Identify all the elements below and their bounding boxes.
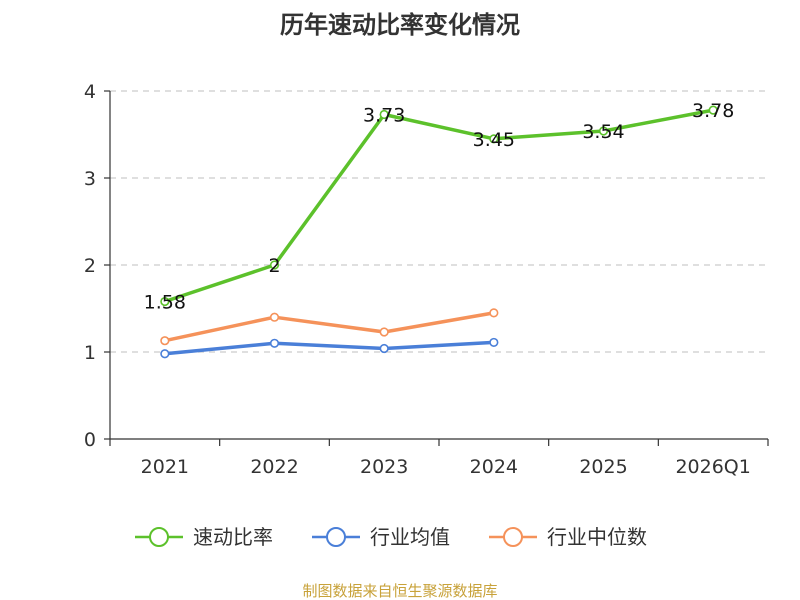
- series-line: [163, 311, 496, 343]
- x-tick-label: 2021: [141, 456, 189, 478]
- data-point[interactable]: [379, 109, 389, 120]
- x-tick-label: 2025: [579, 456, 627, 478]
- data-point[interactable]: [489, 308, 499, 318]
- data-point[interactable]: [160, 336, 170, 346]
- axes: 0 1 2 3 4 2021 2022 2023 2024 2025 2026Q1: [84, 81, 769, 478]
- y-tick-label: 4: [84, 81, 96, 103]
- legend-marker: [326, 527, 346, 547]
- y-tick-label: 2: [84, 255, 96, 277]
- data-label: 2: [268, 255, 280, 277]
- legend-label: 速动比率: [193, 525, 273, 549]
- data-point[interactable]: [269, 312, 280, 322]
- data-label: 3.78: [692, 100, 734, 122]
- series-0: [160, 105, 718, 307]
- x-tick-label: 2022: [250, 456, 298, 478]
- series-1: [160, 337, 499, 359]
- data-label: 3.54: [582, 121, 624, 143]
- data-point[interactable]: [160, 296, 170, 307]
- data-point[interactable]: [160, 349, 170, 359]
- source-note: 制图数据来自恒生聚源数据库: [302, 582, 497, 600]
- data-point[interactable]: [708, 105, 718, 115]
- grid-lines: [110, 90, 768, 353]
- legend-label: 行业均值: [370, 525, 450, 549]
- data-point[interactable]: [598, 126, 609, 136]
- data-point[interactable]: [379, 327, 389, 337]
- legend-marker: [503, 527, 523, 547]
- legend-item[interactable]: 速动比率: [135, 525, 273, 549]
- series-2: [160, 308, 499, 346]
- data-point[interactable]: [269, 260, 280, 270]
- y-tick-label: 1: [84, 342, 96, 364]
- x-tick-label: 2024: [470, 456, 518, 478]
- data-label: 3.45: [473, 129, 515, 151]
- data-point[interactable]: [489, 337, 499, 348]
- y-tick-label: 0: [84, 429, 96, 451]
- legend-label: 行业中位数: [547, 525, 647, 549]
- y-tick-label: 3: [84, 168, 96, 190]
- legend-item[interactable]: 行业中位数: [489, 525, 647, 549]
- legend[interactable]: 速动比率 行业均值 行业中位数: [135, 525, 647, 549]
- data-labels: 1.58 2 3.73 3.45 3.54 3.78: [144, 100, 735, 313]
- series-line: [163, 340, 496, 356]
- x-tick-label: 2023: [360, 456, 408, 478]
- data-label: 1.58: [144, 292, 186, 314]
- series-line: [163, 108, 715, 304]
- x-tick-label: 2026Q1: [675, 456, 750, 478]
- chart-title: 历年速动比率变化情况: [280, 11, 520, 39]
- data-point[interactable]: [379, 343, 389, 354]
- legend-marker: [149, 527, 169, 547]
- series-lines: [160, 105, 718, 359]
- legend-item[interactable]: 行业均值: [312, 525, 450, 549]
- data-point[interactable]: [489, 134, 499, 144]
- data-point[interactable]: [269, 338, 280, 348]
- data-label: 3.73: [363, 104, 405, 126]
